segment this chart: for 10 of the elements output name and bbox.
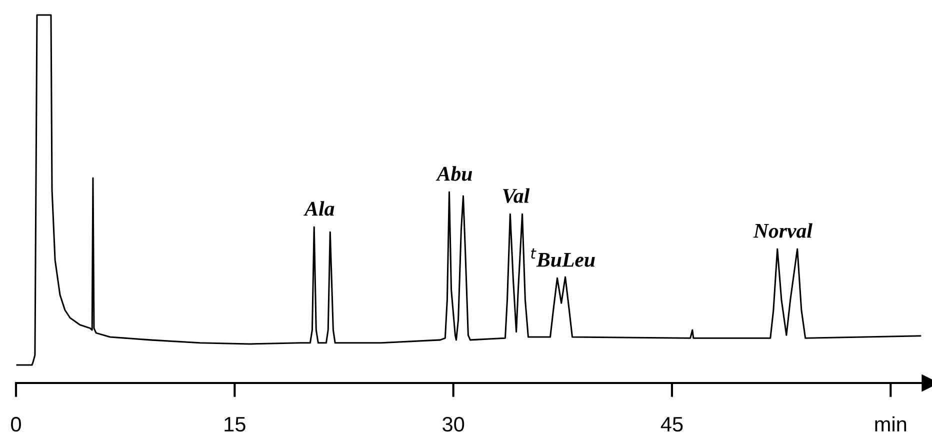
annotation: Abu bbox=[436, 166, 472, 181]
x-tick-label: 45 bbox=[660, 417, 683, 432]
x-tick-label: min bbox=[875, 416, 906, 432]
annotation: $^{t}$BuLeu bbox=[531, 248, 595, 267]
annotation: Ala bbox=[304, 201, 334, 216]
annotation: Norval bbox=[753, 223, 812, 238]
annotation: Val bbox=[503, 188, 530, 204]
x-tick-label: 30 bbox=[442, 416, 464, 432]
x-tick-label: 15 bbox=[224, 417, 246, 432]
x-tick-label: 0 bbox=[11, 416, 21, 432]
